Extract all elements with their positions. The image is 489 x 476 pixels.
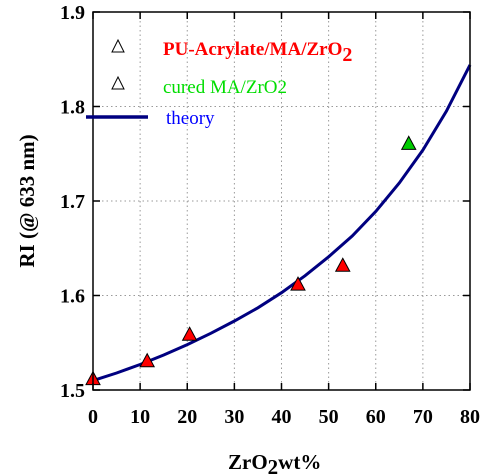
y-tick-label: 1.5 — [60, 380, 85, 402]
y-tick-label: 1.6 — [60, 286, 85, 308]
legend-marker-cured-ma — [111, 75, 125, 90]
legend-label-theory: theory — [166, 108, 215, 129]
grid — [93, 12, 470, 390]
legend: PU-Acrylate/MA/ZrO2 cured MA/ZrO2 theory — [86, 38, 352, 129]
data-point-pu-acrylate — [334, 257, 351, 272]
y-tick-label: 1.8 — [60, 97, 85, 119]
tick-labels: 0 10 20 30 40 50 60 70 80 1.5 1.6 1.7 1.8 1.9 — [60, 2, 480, 428]
x-tick-label: 70 — [413, 406, 433, 428]
theory-curve — [92, 64, 472, 383]
x-tick-label: 60 — [366, 406, 386, 428]
x-tick-label: 80 — [460, 406, 480, 428]
legend-label-cured-ma: cured MA/ZrO2 — [163, 77, 287, 98]
x-tick-label: 40 — [272, 406, 292, 428]
legend-label-pu-acrylate: PU-Acrylate/MA/ZrO2 — [163, 39, 352, 66]
y-tick-label: 1.9 — [60, 2, 85, 24]
data-point-cured-ma — [400, 135, 417, 150]
theory-series — [92, 64, 472, 383]
x-tick-label: 20 — [177, 406, 197, 428]
y-axis-title: RI (@ 633 nm) — [15, 134, 39, 267]
x-tick-label: 0 — [88, 406, 98, 428]
markers — [85, 135, 417, 386]
x-tick-label: 50 — [319, 406, 339, 428]
y-tick-label: 1.7 — [60, 191, 85, 213]
legend-marker-pu-acrylate — [111, 38, 125, 53]
data-point-pu-acrylate — [181, 326, 198, 341]
data-point-pu-acrylate — [290, 276, 306, 291]
x-tick-label: 10 — [130, 406, 150, 428]
x-tick-label: 30 — [224, 406, 244, 428]
ticks — [92, 11, 471, 391]
x-axis-title: ZrO2wt% — [228, 450, 321, 476]
data-point-pu-acrylate — [139, 352, 156, 368]
